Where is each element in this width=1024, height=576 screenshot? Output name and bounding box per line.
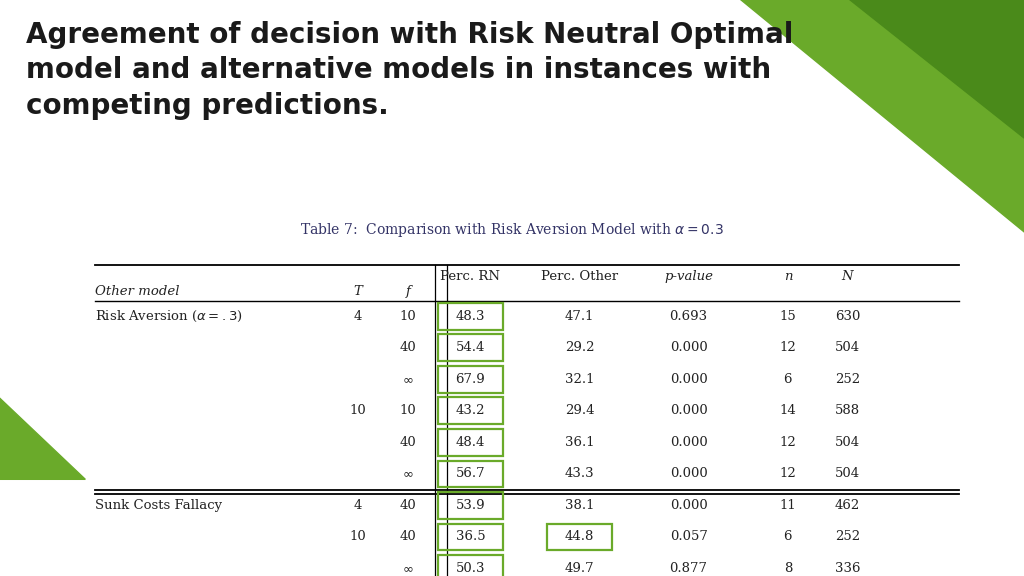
Text: p-value: p-value	[665, 270, 713, 283]
Text: 0.000: 0.000	[670, 436, 708, 449]
Text: 0.000: 0.000	[670, 373, 708, 386]
Text: 252: 252	[835, 373, 860, 386]
Text: 6: 6	[783, 530, 793, 544]
Text: 49.7: 49.7	[564, 562, 594, 575]
Text: 11: 11	[779, 499, 797, 512]
Text: 54.4: 54.4	[456, 342, 485, 354]
Text: 462: 462	[835, 499, 860, 512]
Text: 0.877: 0.877	[670, 562, 708, 575]
Text: 43.2: 43.2	[456, 404, 485, 418]
Text: 12: 12	[779, 342, 797, 354]
Text: 38.1: 38.1	[564, 499, 594, 512]
Text: 44.8: 44.8	[565, 530, 594, 544]
Text: $\infty$: $\infty$	[402, 467, 414, 480]
Text: Perc. RN: Perc. RN	[440, 270, 501, 283]
Text: 4: 4	[354, 499, 362, 512]
Text: $\infty$: $\infty$	[402, 562, 414, 575]
Text: 588: 588	[835, 404, 860, 418]
Text: 32.1: 32.1	[564, 373, 594, 386]
Text: 8: 8	[783, 562, 792, 575]
Text: 12: 12	[779, 467, 797, 480]
Text: 504: 504	[835, 342, 860, 354]
Text: 36.5: 36.5	[456, 530, 485, 544]
Text: n: n	[783, 270, 793, 283]
Text: 504: 504	[835, 436, 860, 449]
Text: 6: 6	[783, 373, 793, 386]
Text: 0.000: 0.000	[670, 467, 708, 480]
Text: 40: 40	[399, 342, 416, 354]
Text: 4: 4	[354, 310, 362, 323]
Text: 36.1: 36.1	[564, 436, 594, 449]
Polygon shape	[0, 395, 85, 479]
Text: 252: 252	[835, 530, 860, 544]
Text: 50.3: 50.3	[456, 562, 485, 575]
Text: 0.000: 0.000	[670, 342, 708, 354]
Text: Table 7:  Comparison with Risk Aversion Model with $\alpha = 0.3$: Table 7: Comparison with Risk Aversion M…	[300, 221, 724, 240]
Text: 10: 10	[399, 310, 416, 323]
Text: 56.7: 56.7	[456, 467, 485, 480]
Text: 40: 40	[399, 436, 416, 449]
Text: 43.3: 43.3	[564, 467, 594, 480]
Text: Agreement of decision with Risk Neutral Optimal
model and alternative models in : Agreement of decision with Risk Neutral …	[26, 21, 794, 120]
Text: 53.9: 53.9	[456, 499, 485, 512]
Text: 67.9: 67.9	[456, 373, 485, 386]
Text: N: N	[842, 270, 853, 283]
Text: Sunk Costs Fallacy: Sunk Costs Fallacy	[95, 499, 222, 512]
Text: 15: 15	[779, 310, 797, 323]
Text: 0.693: 0.693	[670, 310, 708, 323]
Text: T: T	[353, 285, 362, 298]
Text: 0.057: 0.057	[670, 530, 708, 544]
Text: 0.000: 0.000	[670, 404, 708, 418]
Text: Perc. Other: Perc. Other	[541, 270, 618, 283]
Polygon shape	[740, 0, 1024, 234]
Text: 10: 10	[350, 404, 367, 418]
Text: $\infty$: $\infty$	[402, 373, 414, 386]
Text: f: f	[406, 285, 411, 298]
Text: 40: 40	[399, 499, 416, 512]
Text: 630: 630	[835, 310, 860, 323]
Text: 40: 40	[399, 530, 416, 544]
Text: 14: 14	[779, 404, 797, 418]
Text: 29.2: 29.2	[564, 342, 594, 354]
Text: 10: 10	[350, 530, 367, 544]
Text: Other model: Other model	[95, 285, 180, 298]
Text: 48.4: 48.4	[456, 436, 485, 449]
Text: 336: 336	[835, 562, 860, 575]
Text: 47.1: 47.1	[564, 310, 594, 323]
Text: 48.3: 48.3	[456, 310, 485, 323]
Text: 10: 10	[399, 404, 416, 418]
Text: 0.000: 0.000	[670, 499, 708, 512]
Polygon shape	[849, 0, 1024, 141]
Text: 29.4: 29.4	[564, 404, 594, 418]
Text: Risk Aversion ($\alpha = .3$): Risk Aversion ($\alpha = .3$)	[95, 309, 243, 324]
Text: 504: 504	[835, 467, 860, 480]
Text: 12: 12	[779, 436, 797, 449]
FancyBboxPatch shape	[16, 9, 1008, 479]
